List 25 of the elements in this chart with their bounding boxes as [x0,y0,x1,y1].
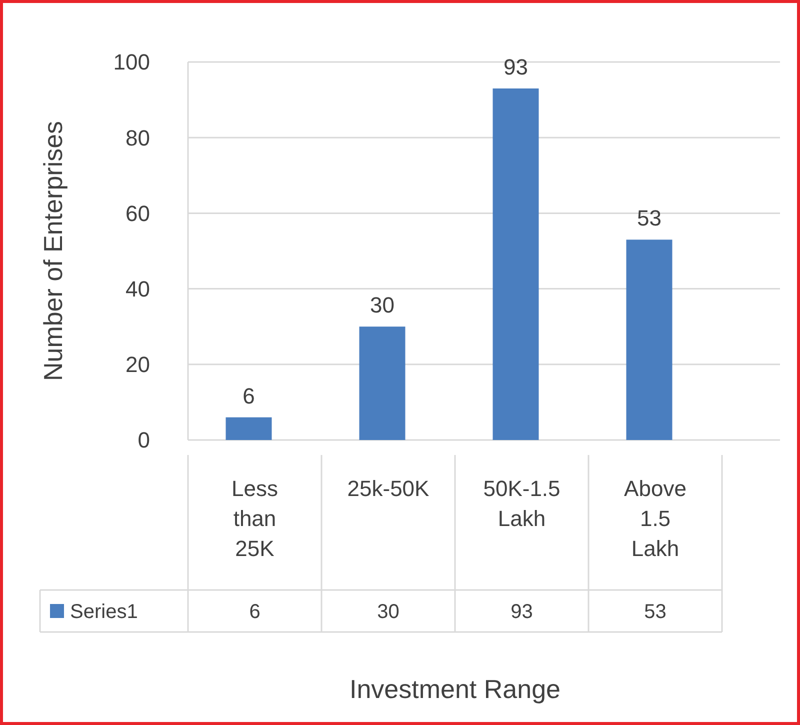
x-axis-title: Investment Range [349,674,561,704]
y-tick-label: 20 [126,352,150,378]
data-label: 6 [249,601,260,623]
x-tick-label: 25k-50K [347,476,430,501]
x-tick-label: 50K-1.5 Lakh [483,476,560,531]
y-tick-label: 40 [126,276,150,302]
data-label: 93 [510,601,533,623]
data-label: 53 [644,601,666,623]
y-tick-label: 60 [126,200,150,226]
annotation: 53 [637,206,662,231]
bar [359,326,406,440]
y-tick-label: 100 [113,50,150,75]
bar [226,417,272,440]
y-tick-label: 0 [138,428,150,453]
bar [492,88,539,440]
y-axis-title: Number of Enterprises [38,120,68,382]
annotation: 6 [242,383,255,408]
annotation: 93 [504,54,528,80]
x-tick-label: Above 1.5 Lakh [624,476,686,561]
x-tick-label: Less than 25K [232,476,278,561]
y-tick-label: 80 [126,125,150,150]
bar [626,240,672,440]
data-label: 30 [377,601,400,623]
legend-label: Series1 [70,601,138,623]
annotation: 30 [370,292,394,318]
